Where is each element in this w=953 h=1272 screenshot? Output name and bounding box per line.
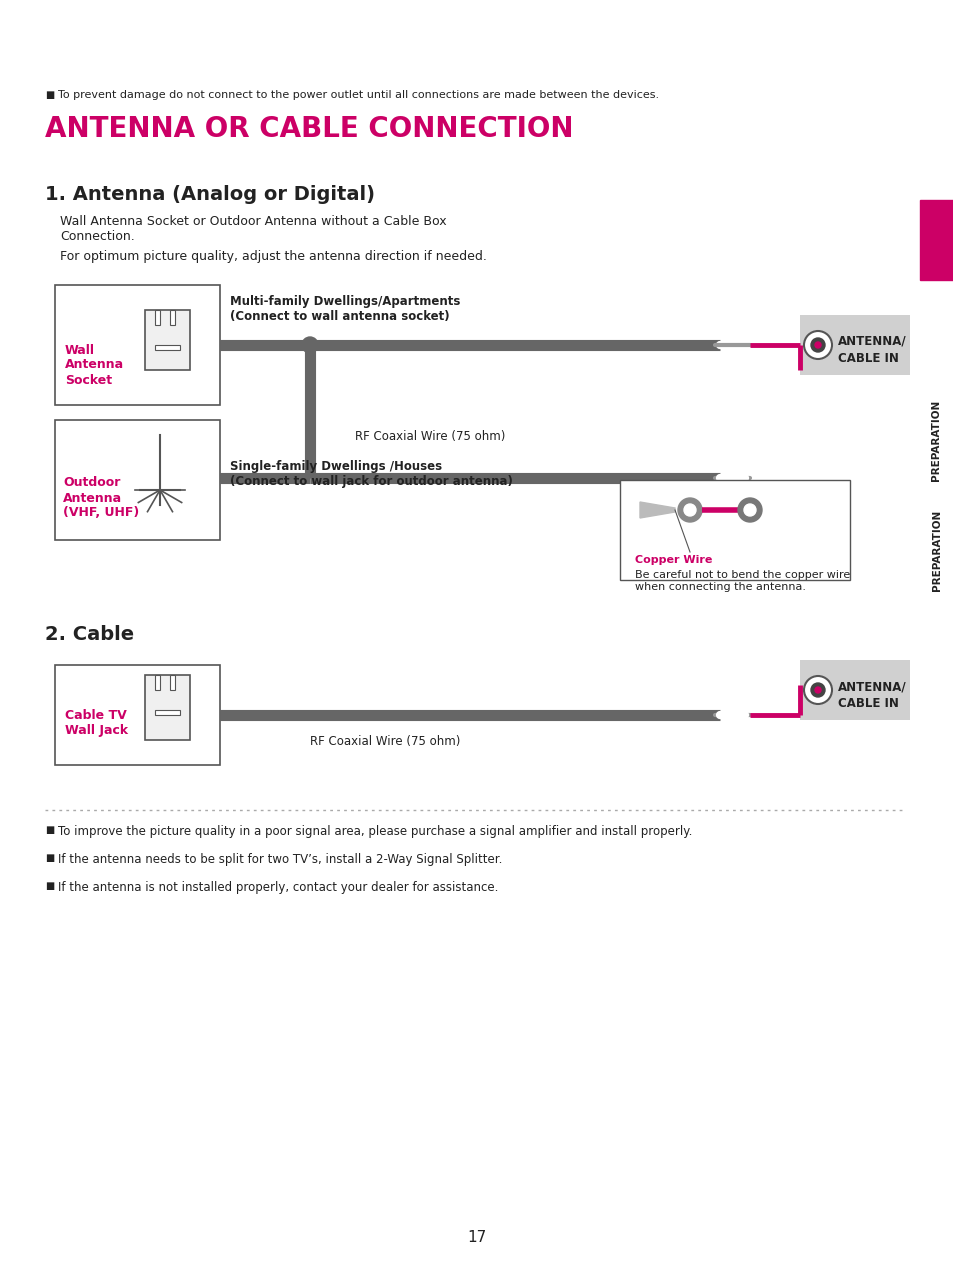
Circle shape: [738, 499, 761, 522]
Text: RF Coaxial Wire (75 ohm): RF Coaxial Wire (75 ohm): [355, 430, 505, 443]
Circle shape: [803, 675, 831, 703]
Circle shape: [810, 683, 824, 697]
Bar: [800, 315, 909, 375]
Circle shape: [814, 687, 821, 693]
Text: If the antenna needs to be split for two TV’s, install a 2-Way Signal Splitter.: If the antenna needs to be split for two…: [58, 854, 502, 866]
Bar: [154, 675, 160, 689]
Circle shape: [683, 504, 696, 516]
Text: ■: ■: [45, 854, 54, 862]
Text: RF Coaxial Wire (75 ohm): RF Coaxial Wire (75 ohm): [310, 735, 460, 748]
Bar: [170, 310, 174, 326]
Text: Be careful not to bend the copper wire
when connecting the antenna.: Be careful not to bend the copper wire w…: [635, 570, 849, 591]
Polygon shape: [639, 502, 675, 518]
Bar: [154, 310, 160, 326]
Circle shape: [810, 338, 824, 352]
Bar: [619, 480, 849, 580]
Bar: [919, 200, 953, 280]
Bar: [55, 665, 220, 764]
Text: ■: ■: [45, 826, 54, 834]
Text: ■: ■: [45, 881, 54, 890]
Circle shape: [678, 499, 701, 522]
Text: 1. Antenna (Analog or Digital): 1. Antenna (Analog or Digital): [45, 184, 375, 204]
Bar: [55, 285, 220, 404]
Circle shape: [814, 342, 821, 349]
Text: PREPARATION: PREPARATION: [930, 399, 940, 481]
Text: 2. Cable: 2. Cable: [45, 625, 134, 644]
Circle shape: [302, 337, 317, 354]
Text: 17: 17: [467, 1230, 486, 1245]
Bar: [154, 345, 180, 350]
Text: PREPARATION: PREPARATION: [931, 509, 941, 590]
Text: ANTENNA/
CABLE IN: ANTENNA/ CABLE IN: [837, 335, 905, 365]
Text: Wall Antenna Socket or Outdoor Antenna without a Cable Box
Connection.: Wall Antenna Socket or Outdoor Antenna w…: [60, 215, 446, 243]
Text: Copper Wire: Copper Wire: [635, 555, 712, 565]
Text: Cable TV
Wall Jack: Cable TV Wall Jack: [65, 709, 128, 736]
Text: If the antenna is not installed properly, contact your dealer for assistance.: If the antenna is not installed properly…: [58, 881, 497, 894]
Text: Wall
Antenna
Socket: Wall Antenna Socket: [65, 343, 124, 387]
Text: To prevent damage do not connect to the power outlet until all connections are m: To prevent damage do not connect to the …: [58, 90, 659, 100]
Text: Outdoor
Antenna
(VHF, UHF): Outdoor Antenna (VHF, UHF): [63, 477, 139, 519]
Text: ANTENNA/
CABLE IN: ANTENNA/ CABLE IN: [837, 681, 905, 710]
Circle shape: [743, 504, 755, 516]
Text: Single-family Dwellings /Houses
(Connect to wall jack for outdoor antenna): Single-family Dwellings /Houses (Connect…: [230, 460, 513, 488]
Text: Multi-family Dwellings/Apartments
(Connect to wall antenna socket): Multi-family Dwellings/Apartments (Conne…: [230, 295, 460, 323]
Bar: [170, 675, 174, 689]
Bar: [800, 660, 909, 720]
Text: ■: ■: [45, 90, 54, 100]
Bar: [145, 675, 190, 740]
Bar: [154, 710, 180, 715]
Text: For optimum picture quality, adjust the antenna direction if needed.: For optimum picture quality, adjust the …: [60, 251, 486, 263]
Text: To improve the picture quality in a poor signal area, please purchase a signal a: To improve the picture quality in a poor…: [58, 826, 692, 838]
Bar: [145, 310, 190, 370]
Bar: [55, 420, 220, 541]
Circle shape: [803, 331, 831, 359]
Text: ANTENNA OR CABLE CONNECTION: ANTENNA OR CABLE CONNECTION: [45, 114, 573, 142]
